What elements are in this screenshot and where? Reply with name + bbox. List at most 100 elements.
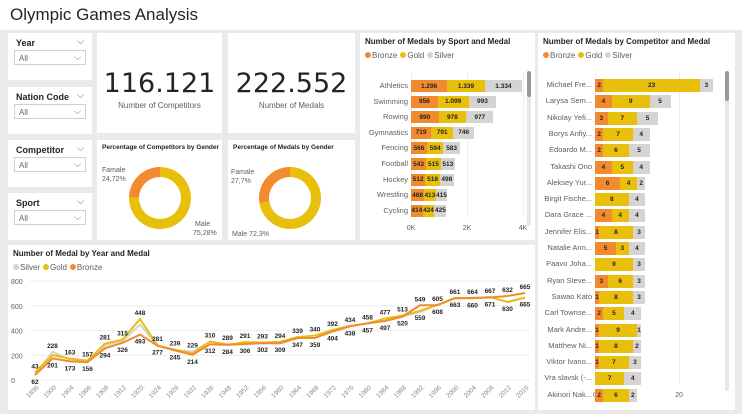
bar-segment-gold[interactable]: 4 [611, 209, 629, 223]
bar-segment-bronze[interactable]: 1 [595, 339, 600, 353]
sport-dropdown[interactable]: All ⌵ [14, 210, 86, 225]
bar-segment-bronze[interactable]: 5 [595, 242, 616, 255]
bar-segment-bronze[interactable]: 4 [595, 95, 612, 109]
bar-segment-bronze[interactable]: 719 [411, 126, 432, 139]
bar-segment-silver[interactable]: 746 [453, 126, 475, 139]
bar-segment-gold[interactable]: 1.099 [437, 95, 469, 108]
bar-segment-silver[interactable]: 4 [628, 193, 646, 207]
legend-item-gold[interactable]: Gold [43, 263, 67, 272]
bar-segment-bronze[interactable]: 1 [595, 290, 600, 304]
bar-segment-silver[interactable]: 4 [624, 372, 642, 386]
slicer-competitor[interactable]: Competitor ⌵ All ⌵ [8, 140, 92, 187]
bar-segment-silver[interactable]: 3 [632, 290, 646, 304]
bar-segment-gold[interactable]: 4 [620, 176, 637, 190]
bar-segment-bronze[interactable]: 4 [595, 160, 612, 174]
bar-segment-gold[interactable]: 8 [599, 225, 633, 239]
slicer-year[interactable]: Year ⌵ All ⌵ [8, 33, 92, 80]
bar-segment-gold[interactable]: 5 [603, 307, 625, 321]
bar-segment-silver[interactable]: 977 [466, 111, 494, 124]
bar-segment-silver[interactable]: 3 [628, 356, 642, 370]
scrollbar[interactable] [527, 71, 531, 226]
bar-segment-gold[interactable]: 515 [426, 158, 441, 170]
bar-segment-bronze[interactable]: 2 [595, 307, 604, 321]
bar-segment-silver[interactable]: 4 [632, 160, 650, 174]
slicer-sport[interactable]: Sport ⌵ All ⌵ [8, 193, 92, 240]
bar-segment-bronze[interactable]: 2 [595, 388, 604, 402]
bar-segment-bronze[interactable]: 2 [595, 79, 604, 92]
bar-segment-silver[interactable]: 5 [637, 111, 658, 125]
legend-item-silver[interactable]: Silver [427, 51, 454, 60]
chevron-down-icon[interactable]: ⌵ [77, 90, 84, 100]
bar-segment-gold[interactable]: 791 [431, 126, 454, 139]
bar-segment-gold[interactable]: 7 [603, 127, 633, 141]
bar-segment-silver[interactable]: 3 [632, 258, 646, 272]
legend-item-bronze[interactable]: Bronze [543, 51, 575, 60]
bar-segment-bronze[interactable]: 6 [595, 176, 621, 190]
bar-segment-silver[interactable]: 3 [632, 225, 646, 239]
chevron-down-icon[interactable]: ⌵ [77, 36, 84, 46]
legend-item-bronze[interactable]: Bronze [69, 263, 102, 272]
nation-code-dropdown[interactable]: All ⌵ [14, 104, 86, 119]
competitor-dropdown[interactable]: All ⌵ [14, 157, 86, 172]
bar-segment-silver[interactable]: 415 [435, 189, 448, 202]
bar-segment-silver[interactable]: 3 [700, 79, 713, 92]
legend-item-bronze[interactable]: Bronze [365, 51, 397, 60]
bar-segment-silver[interactable]: 498 [439, 173, 454, 186]
bar-segment-gold[interactable]: 7 [607, 111, 637, 125]
bar-segment-bronze[interactable]: 512 [411, 173, 426, 186]
bar-segment-bronze[interactable]: 3 [595, 274, 608, 288]
bar-segment-bronze[interactable]: 990 [411, 111, 439, 124]
bar-segment-bronze[interactable]: 566 [411, 142, 427, 155]
bar-segment-gold[interactable]: 518 [425, 173, 440, 186]
bar-segment-bronze[interactable]: 2 [595, 127, 604, 141]
bar-segment-bronze[interactable]: 2 [595, 144, 604, 158]
bar-segment-bronze[interactable]: 4 [595, 209, 612, 223]
bar-segment-silver[interactable]: 4 [628, 209, 646, 223]
bar-segment-silver[interactable]: 513 [440, 158, 455, 170]
chevron-down-icon[interactable]: ⌵ [77, 196, 84, 206]
bar-segment-silver[interactable]: 4 [632, 127, 650, 141]
bar-segment-bronze[interactable]: 3 [595, 111, 608, 125]
bar-segment-gold[interactable]: 7 [599, 356, 629, 370]
legend-item-gold[interactable]: Gold [578, 51, 602, 60]
bar-segment-gold[interactable]: 9 [595, 258, 633, 272]
bar-segment-silver[interactable]: 4 [628, 242, 646, 255]
bar-segment-gold[interactable]: 413 [424, 189, 436, 202]
bar-segment-silver[interactable]: 5 [649, 95, 671, 109]
bar-segment-gold[interactable]: 6 [603, 144, 629, 158]
year-dropdown[interactable]: All ⌵ [14, 50, 86, 65]
bar-segment-gold[interactable]: 1.339 [447, 80, 485, 92]
bar-segment-gold[interactable]: 9 [599, 323, 637, 337]
bar-segment-gold[interactable]: 8 [599, 339, 633, 353]
bar-segment-silver[interactable]: 2 [632, 339, 642, 353]
scrollbar[interactable] [725, 71, 729, 391]
bar-segment-silver[interactable]: 993 [468, 95, 497, 108]
bar-segment-silver[interactable]: 1 [637, 323, 642, 337]
bar-segment-gold[interactable]: 8 [599, 290, 633, 304]
bar-segment-bronze[interactable]: 468 [411, 189, 425, 202]
bar-segment-gold[interactable]: 6 [603, 388, 629, 402]
bar-segment-silver[interactable]: 1.334 [484, 80, 523, 92]
slicer-nation-code[interactable]: Nation Code ⌵ All ⌵ [8, 87, 92, 134]
bar-segment-gold[interactable]: 6 [607, 274, 633, 288]
bar-segment-bronze[interactable]: 1 [595, 225, 600, 239]
bar-segment-bronze[interactable]: 414 [411, 204, 423, 217]
bar-segment-gold[interactable]: 424 [422, 204, 435, 217]
bar-segment-bronze[interactable]: 1 [595, 323, 600, 337]
bar-segment-gold[interactable]: 9 [611, 95, 650, 109]
bar-segment-silver[interactable]: 2 [628, 388, 637, 402]
legend-item-silver[interactable]: Silver [605, 51, 632, 60]
bar-segment-silver[interactable]: 2 [637, 176, 646, 190]
bar-segment-gold[interactable]: 978 [438, 111, 467, 124]
bar-segment-gold[interactable]: 594 [426, 142, 444, 155]
legend-item-gold[interactable]: Gold [400, 51, 424, 60]
bar-segment-gold[interactable]: 3 [616, 242, 629, 255]
bar-segment-bronze[interactable]: 956 [411, 95, 438, 108]
bar-segment-bronze[interactable]: 1.296 [411, 80, 448, 92]
bar-segment-silver[interactable]: 5 [628, 144, 650, 158]
bar-segment-gold[interactable]: 23 [603, 79, 700, 92]
bar-segment-bronze[interactable]: 1 [595, 356, 600, 370]
bar-segment-bronze[interactable]: 543 [411, 158, 427, 170]
bar-segment-gold[interactable]: 5 [611, 160, 633, 174]
bar-segment-gold[interactable]: 8 [595, 193, 629, 207]
